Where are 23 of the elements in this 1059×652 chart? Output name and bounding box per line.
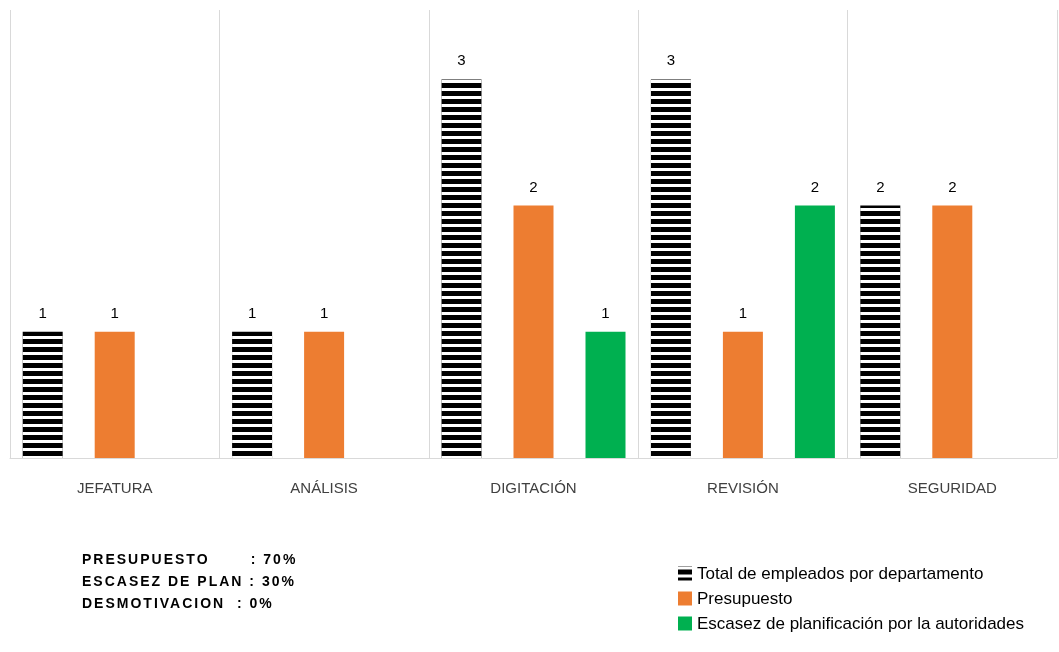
x-tick-label: ANÁLISIS [290,479,358,496]
legend-label: Presupuesto [697,589,793,608]
data-label: 2 [810,177,820,195]
data-label: 1 [738,303,748,321]
x-tick-label: SEGURIDAD [907,479,998,496]
data-label: 3 [457,51,466,69]
data-label: 1 [38,303,47,321]
data-label: 2 [529,177,538,195]
data-label: 1 [110,303,119,321]
legend-label: Escasez de planificación por la autoridades [697,614,1025,633]
data-label: 3 [666,51,676,69]
data-label: 2 [948,177,957,195]
x-tick-label: REVISIÓN [707,479,779,496]
text: PRESUPUESTO : 70% [82,550,298,569]
text: ESCASEZ DE PLAN : 30% [82,572,297,591]
text: DESMOTIVACION : 0% [82,594,275,613]
x-tick-label: DIGITACIÓN [490,479,577,496]
data-label: 2 [876,177,885,195]
data-label: 1 [247,303,257,321]
x-tick-label: JEFATURA [76,479,153,496]
data-label: 1 [601,303,610,321]
legend-label: Total de empleados por departamento [697,564,984,583]
data-label: 1 [319,303,329,321]
